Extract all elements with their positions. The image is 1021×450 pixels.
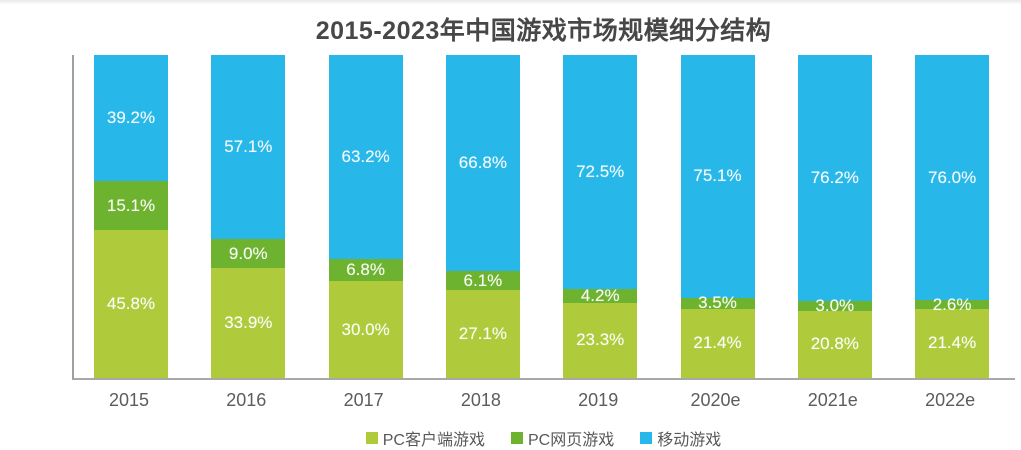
bar-segment: 20.8% xyxy=(797,310,872,378)
segment-value-label: 23.3% xyxy=(576,330,625,350)
segment-value-label: 21.4% xyxy=(693,333,742,353)
bar-segment: 6.1% xyxy=(445,270,520,291)
screenshot-edge-artifact xyxy=(0,0,1021,4)
bar-segment: 4.2% xyxy=(563,285,638,305)
legend-label: PC网页游戏 xyxy=(527,432,615,449)
legend-label: PC客户端游戏 xyxy=(382,432,485,449)
bar-segment: 66.8% xyxy=(445,55,520,271)
segment-value-label: 15.1% xyxy=(106,195,156,215)
segment-value-label: 45.8% xyxy=(106,294,156,314)
bar-segment: 27.1% xyxy=(445,290,520,378)
segment-value-label: 2.6% xyxy=(932,294,972,314)
segment-value-label: 21.4% xyxy=(927,333,977,353)
segment-value-label: 3.5% xyxy=(698,293,737,313)
bar-segment: 3.5% xyxy=(680,293,755,312)
legend-label: 移动游戏 xyxy=(657,432,722,449)
stacked-bar-2022e: 76.0% 2.6% 21.4% xyxy=(915,55,990,378)
x-axis-tick-label: 2016 xyxy=(226,390,267,410)
bar-segment: 21.4% xyxy=(915,308,990,378)
segment-value-label: 66.8% xyxy=(458,152,507,172)
segment-value-label: 6.1% xyxy=(463,270,503,290)
segment-value-label: 57.1% xyxy=(224,137,273,157)
segment-value-label: 72.5% xyxy=(576,162,625,182)
segment-value-label: 75.1% xyxy=(693,166,742,186)
segment-value-label: 4.2% xyxy=(580,285,620,305)
segment-value-label: 20.8% xyxy=(810,334,859,354)
segment-value-label: 27.1% xyxy=(458,324,507,344)
legend-item: PC网页游戏 xyxy=(510,426,615,450)
segment-value-label: 76.0% xyxy=(927,167,977,187)
bar-segment: 72.5% xyxy=(563,55,638,290)
legend-swatch-icon xyxy=(640,432,653,444)
bar-segment: 2.6% xyxy=(915,295,990,314)
stacked-bar-2019: 72.5% 4.2% 23.3% xyxy=(563,55,638,378)
bar-segment: 63.2% xyxy=(328,55,403,260)
bar-segment: 76.2% xyxy=(797,55,872,302)
bar-segment: 57.1% xyxy=(211,55,286,240)
bar-segment: 76.0% xyxy=(915,55,990,301)
bar-segment: 21.4% xyxy=(680,308,755,378)
segment-value-label: 9.0% xyxy=(228,243,268,263)
legend-swatch-icon xyxy=(365,432,378,444)
x-axis-tick-label: 2022e xyxy=(925,390,976,410)
stacked-bar-2015: 39.2% 15.1% 45.8% xyxy=(94,55,168,378)
bar-segment: 45.8% xyxy=(94,230,168,378)
x-axis-tick-label: 2015 xyxy=(108,390,150,410)
bar-segment: 33.9% xyxy=(211,268,286,378)
legend-item: 移动游戏 xyxy=(640,426,721,450)
segment-value-label: 3.0% xyxy=(815,295,855,315)
x-axis-tick-label: 2020e xyxy=(690,390,741,410)
stacked-bar-2016: 57.1% 9.0% 33.9% xyxy=(211,55,286,378)
stacked-bar-2020e: 75.1% 3.5% 21.4% xyxy=(680,55,755,378)
legend-swatch-icon xyxy=(510,432,523,444)
bar-segment: 15.1% xyxy=(94,181,168,231)
segment-value-label: 76.2% xyxy=(810,168,859,188)
chart-title: 2015-2023年中国游戏市场规模细分结构 xyxy=(315,17,772,45)
bar-segment: 23.3% xyxy=(563,302,638,378)
plot-area: 39.2% 15.1% 45.8% 57.1% 9.0% 33.9% 63.2% 6.8% 30… xyxy=(72,55,1015,380)
segment-value-label: 39.2% xyxy=(106,108,156,128)
segment-value-label: 33.9% xyxy=(224,313,273,333)
stacked-bar-2021e: 76.2% 3.0% 20.8% xyxy=(797,55,872,378)
x-axis-tick-label: 2019 xyxy=(578,390,619,410)
x-axis-tick-label: 2018 xyxy=(460,390,501,410)
segment-value-label: 30.0% xyxy=(341,319,390,339)
stacked-bar-2017: 63.2% 6.8% 30.0% xyxy=(328,55,403,378)
segment-value-label: 63.2% xyxy=(341,147,390,167)
bar-segment: 6.8% xyxy=(328,259,403,282)
legend-item: PC客户端游戏 xyxy=(365,426,485,450)
bar-segment: 9.0% xyxy=(211,239,286,269)
bar-segment: 75.1% xyxy=(680,55,755,298)
x-axis-tick-label: 2021e xyxy=(807,390,858,410)
bar-segment: 3.0% xyxy=(797,296,872,315)
x-axis-tick-label: 2017 xyxy=(343,390,384,410)
legend: PC客户端游戏 PC网页游戏 移动游戏 xyxy=(72,426,1015,450)
stacked-bar-2018: 66.8% 6.1% 27.1% xyxy=(445,55,520,378)
x-axis-labels: 2015 2016 2017 2018 2019 2020e 2021e 2022e xyxy=(72,390,1015,414)
segment-value-label: 6.8% xyxy=(346,260,385,280)
bar-segment: 30.0% xyxy=(328,281,403,378)
bar-segment: 39.2% xyxy=(94,55,168,182)
